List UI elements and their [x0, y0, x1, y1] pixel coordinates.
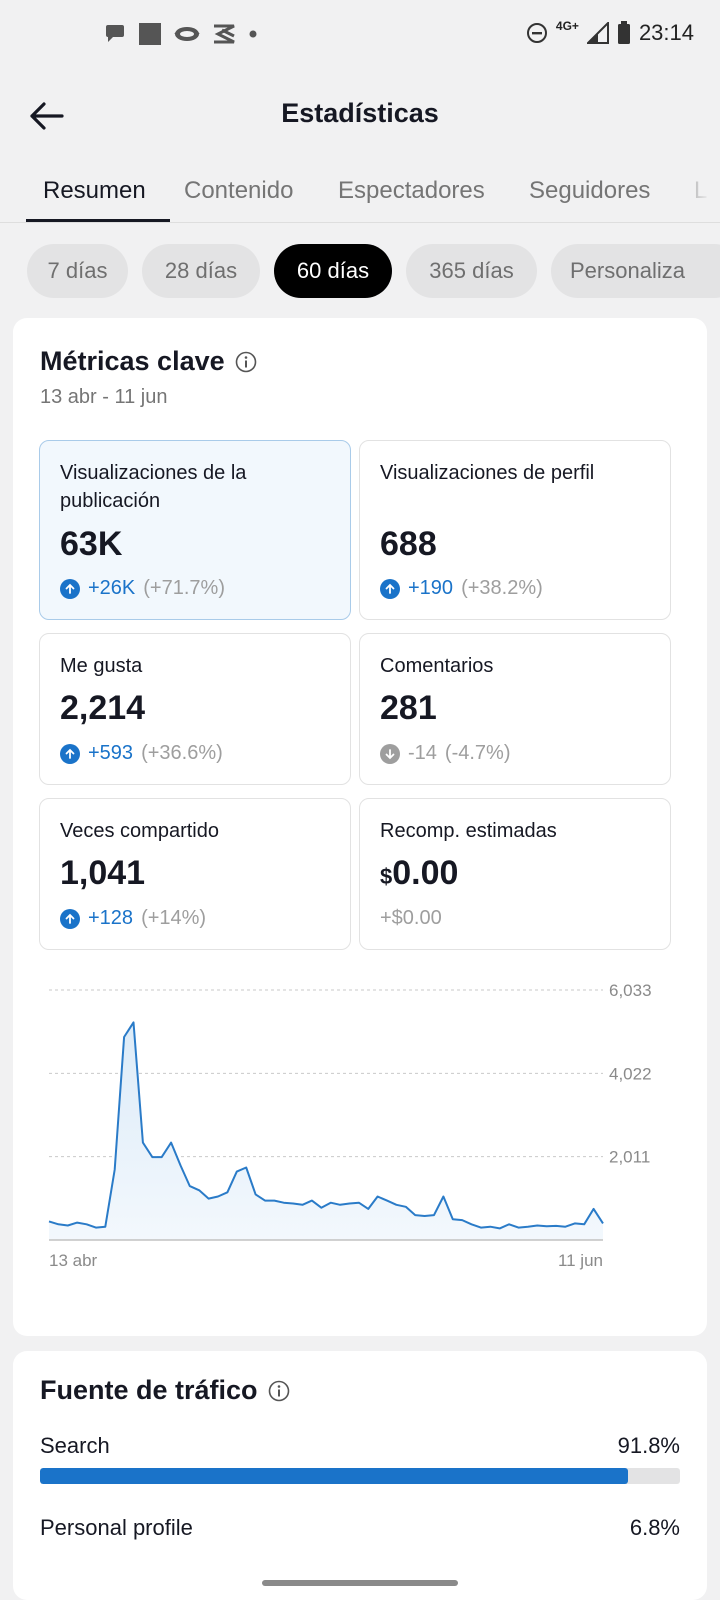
traffic-source-percent: 6.8%	[629, 1515, 680, 1540]
chip-7-days[interactable]: 7 días	[27, 244, 128, 298]
traffic-row-search: Search 91.8%	[40, 1433, 680, 1493]
traffic-row-personal-profile: Personal profile 6.8%	[40, 1515, 680, 1555]
battery-icon	[617, 21, 630, 44]
chart-area-fill	[49, 1022, 603, 1240]
metric-delta: +593 (+36.6%)	[60, 742, 223, 765]
metric-delta-value: +128	[88, 907, 134, 929]
views-area-chart[interactable]: 6,033 4,022 2,011 13 abr 11 jun	[13, 978, 707, 1318]
chart-y-tick-label: 4,022	[609, 1064, 652, 1083]
tab-espectadores[interactable]: Espectadores	[338, 177, 485, 204]
dot-icon	[249, 30, 257, 38]
arrow-up-icon	[60, 743, 80, 764]
metric-value-number: 0.00	[392, 854, 459, 892]
metric-delta-value: +26K	[88, 577, 136, 599]
metric-card-profile-views[interactable]: Visualizaciones de perfil 688 +190 (+38.…	[359, 440, 671, 620]
clock: 23:14	[638, 20, 694, 45]
traffic-progress-bar	[40, 1468, 680, 1484]
key-metrics-card: Métricas clave 13 abr - 11 jun Visualiza…	[13, 318, 707, 1336]
app-header: Estadísticas	[0, 80, 720, 150]
metric-card-post-views[interactable]: Visualizaciones de la publicación 63K +2…	[39, 440, 351, 620]
chat-bubble-icon	[106, 25, 124, 42]
metric-label: Comentarios	[380, 655, 494, 677]
period-selector: 7 días 28 días 60 días 365 días Personal…	[0, 244, 720, 298]
metric-delta-value: +593	[88, 742, 134, 764]
arrow-up-icon	[60, 578, 80, 599]
traffic-source-title-text: Fuente de tráfico	[40, 1375, 258, 1405]
traffic-source-percent: 91.8%	[617, 1433, 680, 1458]
metric-delta-percent: (+71.7%)	[143, 577, 225, 599]
arrow-up-icon	[380, 578, 400, 599]
currency-symbol: $	[380, 864, 393, 889]
metric-delta: +$0.00	[380, 907, 442, 930]
capcut-icon	[214, 24, 235, 44]
metric-label: Visualizaciones de la publicación	[60, 462, 247, 512]
square-icon	[139, 23, 161, 45]
key-metrics-title-text: Métricas clave	[40, 346, 225, 376]
info-icon[interactable]	[235, 351, 257, 373]
back-arrow-icon	[30, 102, 64, 130]
home-indicator[interactable]	[262, 1580, 458, 1586]
metric-label: Me gusta	[60, 655, 143, 677]
chip-custom[interactable]: Personaliza	[551, 244, 720, 298]
metric-delta-value: -14	[408, 742, 437, 764]
metric-card-estimated-rewards[interactable]: Recomp. estimadas $0.00 +$0.00	[359, 798, 671, 950]
metric-card-shares[interactable]: Veces compartido 1,041 +128 (+14%)	[39, 798, 351, 950]
metric-label: Veces compartido	[60, 820, 219, 842]
active-tab-indicator	[26, 219, 170, 222]
metric-delta: +190 (+38.2%)	[380, 577, 543, 600]
metric-card-comments[interactable]: Comentarios 281 -14 (-4.7%)	[359, 633, 671, 785]
chart-x-start-label: 13 abr	[49, 1251, 98, 1270]
status-bar: 4G+ 23:14	[0, 0, 720, 70]
system-icons: 4G+ 23:14	[526, 19, 694, 46]
page-title: Estadísticas	[281, 98, 439, 128]
chart-y-tick-label: 2,011	[609, 1148, 650, 1167]
metric-delta-value: +$0.00	[380, 907, 442, 929]
metric-delta-percent: (+14%)	[141, 907, 207, 929]
chip-60-days[interactable]: 60 días	[274, 244, 392, 298]
eye-icon	[174, 27, 200, 41]
metric-delta: -14 (-4.7%)	[380, 742, 510, 765]
traffic-source-card: Fuente de tráfico Search 91.8% Personal …	[13, 1351, 707, 1600]
metric-value: 2,214	[60, 689, 146, 727]
tab-contenido[interactable]: Contenido	[184, 177, 294, 204]
chip-28-days[interactable]: 28 días	[142, 244, 260, 298]
chart-y-tick-label: 6,033	[609, 981, 652, 1000]
metric-value: 63K	[60, 525, 123, 563]
back-button[interactable]	[22, 92, 70, 140]
metric-value: 1,041	[60, 854, 146, 892]
tab-seguidores[interactable]: Seguidores	[529, 177, 651, 204]
metric-delta-percent: (+36.6%)	[141, 742, 223, 764]
traffic-progress-fill	[40, 1468, 628, 1484]
tab-bar: Resumen Contenido Espectadores Seguidore…	[0, 165, 720, 223]
metric-label: Recomp. estimadas	[380, 820, 557, 842]
signal-icon	[586, 22, 609, 44]
chip-365-days[interactable]: 365 días	[406, 244, 537, 298]
chart-x-end-label: 11 jun	[558, 1251, 603, 1270]
network-type: 4G+	[555, 19, 579, 33]
metric-delta-percent: (-4.7%)	[444, 742, 511, 764]
metric-card-likes[interactable]: Me gusta 2,214 +593 (+36.6%)	[39, 633, 351, 785]
arrow-up-icon	[60, 908, 80, 929]
metric-delta-value: +190	[408, 577, 454, 599]
metric-delta-percent: (+38.2%)	[461, 577, 543, 599]
metric-value: $0.00	[380, 854, 458, 893]
info-icon[interactable]	[268, 1380, 290, 1402]
traffic-source-name: Search	[40, 1433, 110, 1458]
tabs-fade	[670, 165, 720, 222]
key-metrics-title: Métricas clave	[40, 346, 257, 377]
date-range: 13 abr - 11 jun	[40, 386, 168, 408]
dnd-icon	[526, 23, 547, 43]
metric-label: Visualizaciones de perfil	[380, 462, 595, 484]
notification-icons	[104, 22, 258, 46]
metric-delta: +26K (+71.7%)	[60, 577, 225, 600]
arrow-down-icon	[380, 743, 400, 764]
metric-delta: +128 (+14%)	[60, 907, 206, 930]
traffic-source-name: Personal profile	[40, 1515, 193, 1540]
tab-resumen[interactable]: Resumen	[43, 177, 146, 204]
traffic-source-title: Fuente de tráfico	[40, 1375, 290, 1406]
metric-value: 688	[380, 525, 437, 563]
chart-series-line	[48, 1021, 604, 1230]
metric-value: 281	[380, 689, 437, 727]
